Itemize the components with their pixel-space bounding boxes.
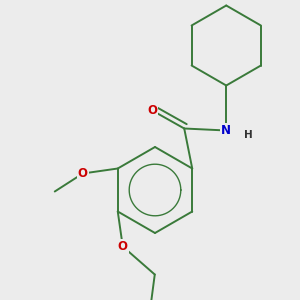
Text: N: N	[221, 124, 231, 137]
Text: H: H	[244, 130, 253, 140]
Text: O: O	[147, 104, 157, 117]
Text: O: O	[118, 240, 128, 253]
Text: O: O	[78, 167, 88, 180]
